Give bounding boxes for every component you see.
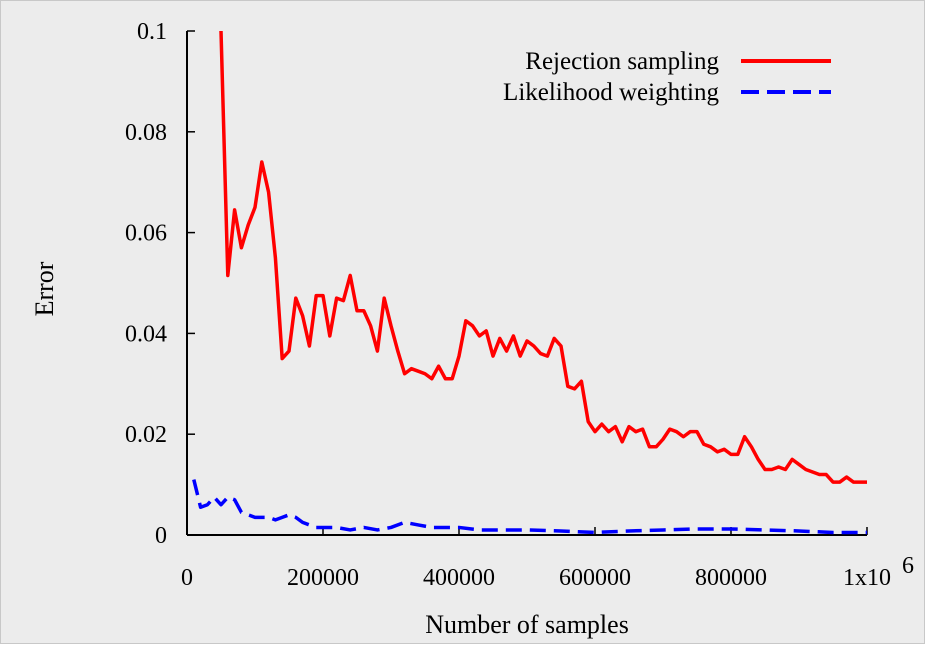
legend: Rejection sampling Likelihood weighting	[503, 48, 831, 106]
y-tick-label: 0.1	[137, 19, 167, 45]
legend-label-1: Rejection sampling	[525, 48, 719, 75]
series-layer	[192, 30, 867, 535]
y-tick-label: 0.08	[125, 120, 167, 146]
y-tick-label: 0.02	[125, 422, 167, 448]
y-tick-label: 0.04	[125, 321, 167, 347]
x-tick-label: 600000	[559, 565, 631, 591]
x-axis-title: Number of samples	[425, 610, 629, 639]
x-tick-label: 1x10	[843, 565, 891, 591]
x-tick-label: 800000	[695, 565, 767, 591]
y-tick-label: 0	[155, 523, 167, 549]
legend-label-2: Likelihood weighting	[503, 79, 719, 106]
x-tick-label: 200000	[287, 565, 359, 591]
x-tick-label: 400000	[423, 565, 495, 591]
series-line-2	[192, 479, 867, 535]
y-axis-title: Error	[30, 261, 59, 316]
axes: 0 0.02 0.04 0.06 0.08 0.1 0 200000 400000 600000 8…	[125, 19, 914, 591]
series-line-1	[219, 30, 867, 484]
x-tick-label: 0	[181, 565, 193, 591]
x-tick-exponent: 6	[902, 553, 914, 579]
y-tick-label: 0.06	[125, 221, 167, 247]
